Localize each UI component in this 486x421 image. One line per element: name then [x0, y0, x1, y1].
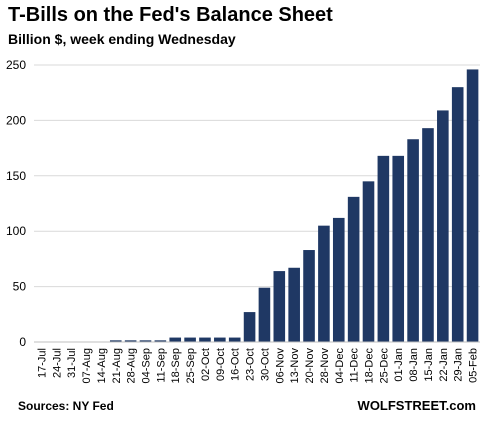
x-tick-label: 08-Jan	[408, 348, 420, 382]
chart-subtitle: Billion $, week ending Wednesday	[8, 31, 236, 47]
x-tick-label: 16-Oct	[230, 348, 242, 381]
x-tick-label: 29-Jan	[453, 348, 465, 382]
bar	[109, 340, 122, 342]
x-tick-label: 20-Nov	[304, 348, 316, 384]
x-tick-label: 02-Oct	[200, 348, 212, 381]
bar	[332, 217, 345, 342]
bar	[273, 271, 286, 342]
bar	[214, 337, 226, 342]
bar	[466, 69, 479, 342]
x-tick-label: 23-Oct	[245, 348, 257, 381]
x-tick-label: 05-Feb	[468, 348, 480, 383]
y-tick-label: 0	[19, 335, 26, 349]
chart-title: T-Bills on the Fed's Balance Sheet	[8, 4, 333, 26]
bar	[347, 196, 360, 342]
x-tick-label: 17-Jul	[36, 348, 48, 378]
x-tick-label: 01-Jan	[393, 348, 405, 382]
x-tick-label: 31-Jul	[66, 348, 78, 378]
bar	[199, 337, 211, 342]
x-tick-label: 24-Jul	[51, 348, 63, 378]
bar	[184, 337, 196, 342]
x-tick-label: 28-Aug	[126, 348, 138, 383]
x-tick-label: 22-Jan	[438, 348, 450, 382]
bar	[258, 287, 271, 342]
x-tick-label: 30-Oct	[259, 348, 271, 381]
bar	[243, 312, 256, 342]
bar	[303, 250, 315, 342]
y-tick-label: 150	[6, 169, 26, 183]
bar	[124, 340, 137, 342]
bars	[109, 69, 479, 342]
bar	[392, 155, 405, 342]
bar	[407, 139, 419, 342]
x-tick-label: 25-Dec	[378, 348, 390, 384]
y-tick-label: 50	[13, 280, 27, 294]
bar	[422, 128, 434, 342]
bar	[437, 110, 449, 342]
x-tick-label: 04-Sep	[141, 348, 153, 383]
x-tick-label: 21-Aug	[111, 348, 123, 383]
x-tick-label: 28-Nov	[319, 348, 331, 384]
bar	[451, 87, 464, 342]
x-tick-label: 25-Sep	[185, 348, 197, 383]
x-tick-label: 15-Jan	[423, 348, 435, 382]
x-tick-label: 14-Aug	[96, 348, 108, 383]
bar	[169, 337, 182, 342]
x-tick-label: 06-Nov	[274, 348, 286, 384]
x-tick-label: 04-Dec	[334, 348, 346, 384]
x-axis: 17-Jul 24-Jul 31-Jul 07-Aug 14-Aug 21-Aug 28-A…	[36, 348, 479, 384]
x-tick-label: 18-Dec	[364, 348, 376, 384]
x-tick-label: 11-Sep	[155, 348, 167, 383]
bar	[139, 340, 152, 342]
bar	[154, 340, 167, 342]
bar	[362, 181, 375, 342]
gridlines	[34, 64, 480, 288]
y-tick-label: 100	[6, 224, 26, 238]
source-note: Sources: NY Fed	[18, 399, 114, 413]
bar	[228, 337, 241, 342]
x-tick-label: 11-Dec	[349, 348, 361, 383]
x-tick-label: 18-Sep	[170, 348, 182, 383]
y-tick-label: 250	[6, 58, 26, 72]
bar	[318, 225, 330, 342]
credit-label: WOLFSTREET.com	[357, 398, 476, 413]
y-axis: 0 50 100 150 200 250	[6, 58, 26, 349]
bar	[288, 267, 300, 342]
x-tick-label: 07-Aug	[81, 348, 93, 383]
x-tick-label: 13-Nov	[289, 348, 301, 384]
x-tick-label: 09-Oct	[215, 348, 227, 381]
bar	[377, 155, 390, 342]
y-tick-label: 200	[6, 113, 26, 127]
